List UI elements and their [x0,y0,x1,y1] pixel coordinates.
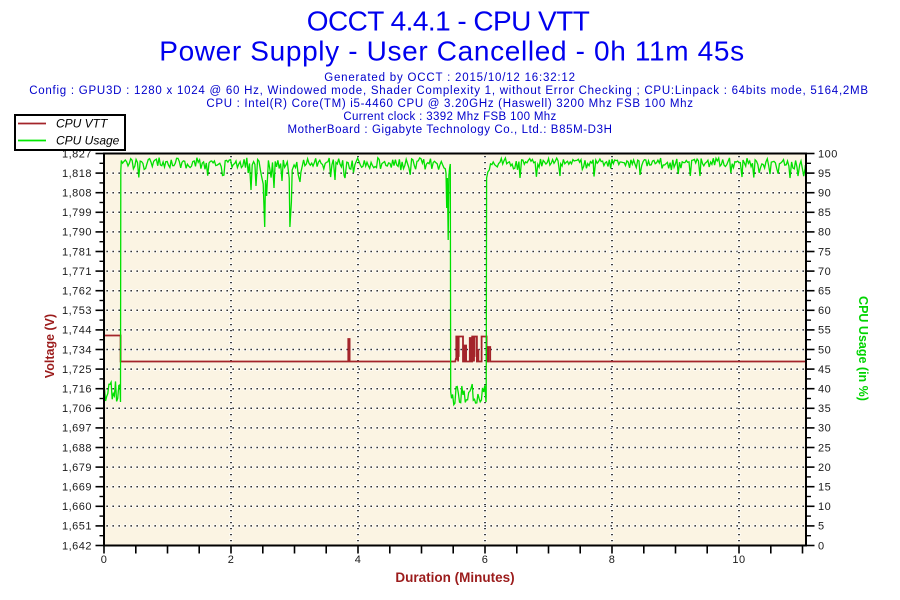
svg-text:85: 85 [818,207,831,219]
svg-text:1,716: 1,716 [62,384,92,396]
svg-text:10: 10 [818,501,831,513]
svg-text:Current clock : 3392 Mhz FSB 1: Current clock : 3392 Mhz FSB 100 Mhz [343,111,556,123]
svg-text:80: 80 [818,227,831,239]
svg-text:Config : GPU3D : 1280 x 1024 @: Config : GPU3D : 1280 x 1024 @ 60 Hz, Wi… [29,85,869,97]
svg-text:1,734: 1,734 [62,344,92,356]
svg-text:4: 4 [355,554,362,566]
svg-text:1,771: 1,771 [62,266,92,278]
svg-text:1,725: 1,725 [62,364,92,376]
svg-text:CPU Usage: CPU Usage [56,134,120,148]
svg-text:1,651: 1,651 [62,521,92,533]
svg-text:Power Supply - User Cancelled: Power Supply - User Cancelled - 0h 11m 4… [159,35,744,66]
svg-text:1,781: 1,781 [62,246,92,258]
svg-text:50: 50 [818,344,831,356]
svg-text:1,753: 1,753 [62,305,92,317]
svg-text:1,679: 1,679 [62,462,92,474]
svg-text:1,688: 1,688 [62,442,92,454]
svg-text:40: 40 [818,384,831,396]
svg-text:1,827: 1,827 [62,148,92,160]
svg-text:8: 8 [609,554,616,566]
svg-text:100: 100 [818,148,838,160]
svg-text:60: 60 [818,305,831,317]
svg-text:2: 2 [228,554,235,566]
svg-text:1,762: 1,762 [62,286,92,298]
svg-text:Duration (Minutes): Duration (Minutes) [395,570,514,585]
svg-text:MotherBoard : Gigabyte Technol: MotherBoard : Gigabyte Technology Co., L… [288,124,613,136]
svg-text:CPU : Intel(R) Core(TM) i5-446: CPU : Intel(R) Core(TM) i5-4460 CPU @ 3.… [206,98,693,110]
svg-text:1,642: 1,642 [62,540,92,552]
svg-text:1,697: 1,697 [62,423,92,435]
svg-text:CPU VTT: CPU VTT [56,117,109,131]
svg-text:25: 25 [818,442,831,454]
svg-text:5: 5 [818,521,825,533]
svg-text:75: 75 [818,246,831,258]
svg-text:70: 70 [818,266,831,278]
svg-text:35: 35 [818,403,831,415]
svg-text:0: 0 [101,554,108,566]
svg-text:Voltage (V): Voltage (V) [43,314,57,378]
svg-text:15: 15 [818,482,831,494]
svg-text:1,799: 1,799 [62,207,92,219]
svg-text:1,669: 1,669 [62,482,92,494]
svg-text:1,706: 1,706 [62,403,92,415]
svg-text:55: 55 [818,325,831,337]
svg-text:1,818: 1,818 [62,168,92,180]
svg-text:1,660: 1,660 [62,501,92,513]
svg-text:OCCT 4.4.1 - CPU VTT: OCCT 4.4.1 - CPU VTT [307,6,590,37]
svg-text:10: 10 [732,554,745,566]
svg-text:20: 20 [818,462,831,474]
svg-text:1,808: 1,808 [62,188,92,200]
svg-text:65: 65 [818,286,831,298]
svg-text:45: 45 [818,364,831,376]
svg-text:6: 6 [482,554,489,566]
svg-text:1,790: 1,790 [62,227,92,239]
svg-text:0: 0 [818,540,825,552]
svg-text:Generated by OCCT : 2015/10/12: Generated by OCCT : 2015/10/12 16:32:12 [324,72,576,84]
svg-text:95: 95 [818,168,831,180]
svg-text:CPU Usage (in %): CPU Usage (in %) [856,296,870,401]
svg-text:30: 30 [818,423,831,435]
svg-text:90: 90 [818,188,831,200]
svg-text:1,744: 1,744 [62,325,92,337]
